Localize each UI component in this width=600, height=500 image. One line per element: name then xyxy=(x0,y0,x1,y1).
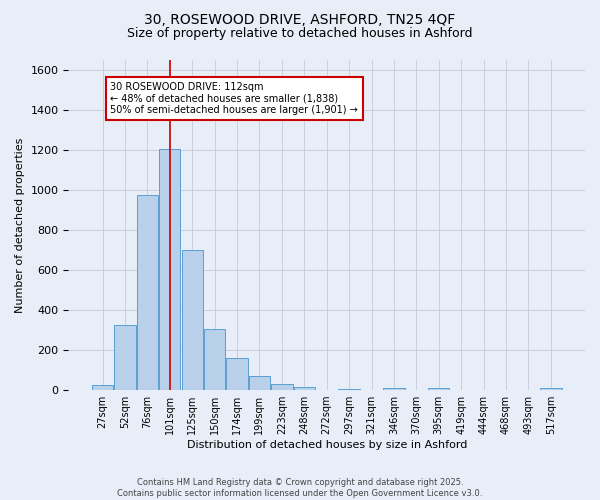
Bar xyxy=(540,388,562,390)
Text: Contains HM Land Registry data © Crown copyright and database right 2025.
Contai: Contains HM Land Registry data © Crown c… xyxy=(118,478,482,498)
Bar xyxy=(226,358,248,390)
Text: 30, ROSEWOOD DRIVE, ASHFORD, TN25 4QF: 30, ROSEWOOD DRIVE, ASHFORD, TN25 4QF xyxy=(145,12,455,26)
Bar xyxy=(338,389,360,390)
Bar xyxy=(92,385,113,390)
Y-axis label: Number of detached properties: Number of detached properties xyxy=(15,138,25,312)
X-axis label: Distribution of detached houses by size in Ashford: Distribution of detached houses by size … xyxy=(187,440,467,450)
Bar xyxy=(137,195,158,390)
Bar xyxy=(293,387,315,390)
Bar xyxy=(204,329,225,390)
Bar xyxy=(182,250,203,390)
Text: Size of property relative to detached houses in Ashford: Size of property relative to detached ho… xyxy=(127,28,473,40)
Bar xyxy=(159,149,181,390)
Bar xyxy=(115,325,136,390)
Bar xyxy=(383,388,404,390)
Bar xyxy=(271,384,293,390)
Bar xyxy=(428,388,449,390)
Text: 30 ROSEWOOD DRIVE: 112sqm
← 48% of detached houses are smaller (1,838)
50% of se: 30 ROSEWOOD DRIVE: 112sqm ← 48% of detac… xyxy=(110,82,358,115)
Bar xyxy=(249,376,270,390)
